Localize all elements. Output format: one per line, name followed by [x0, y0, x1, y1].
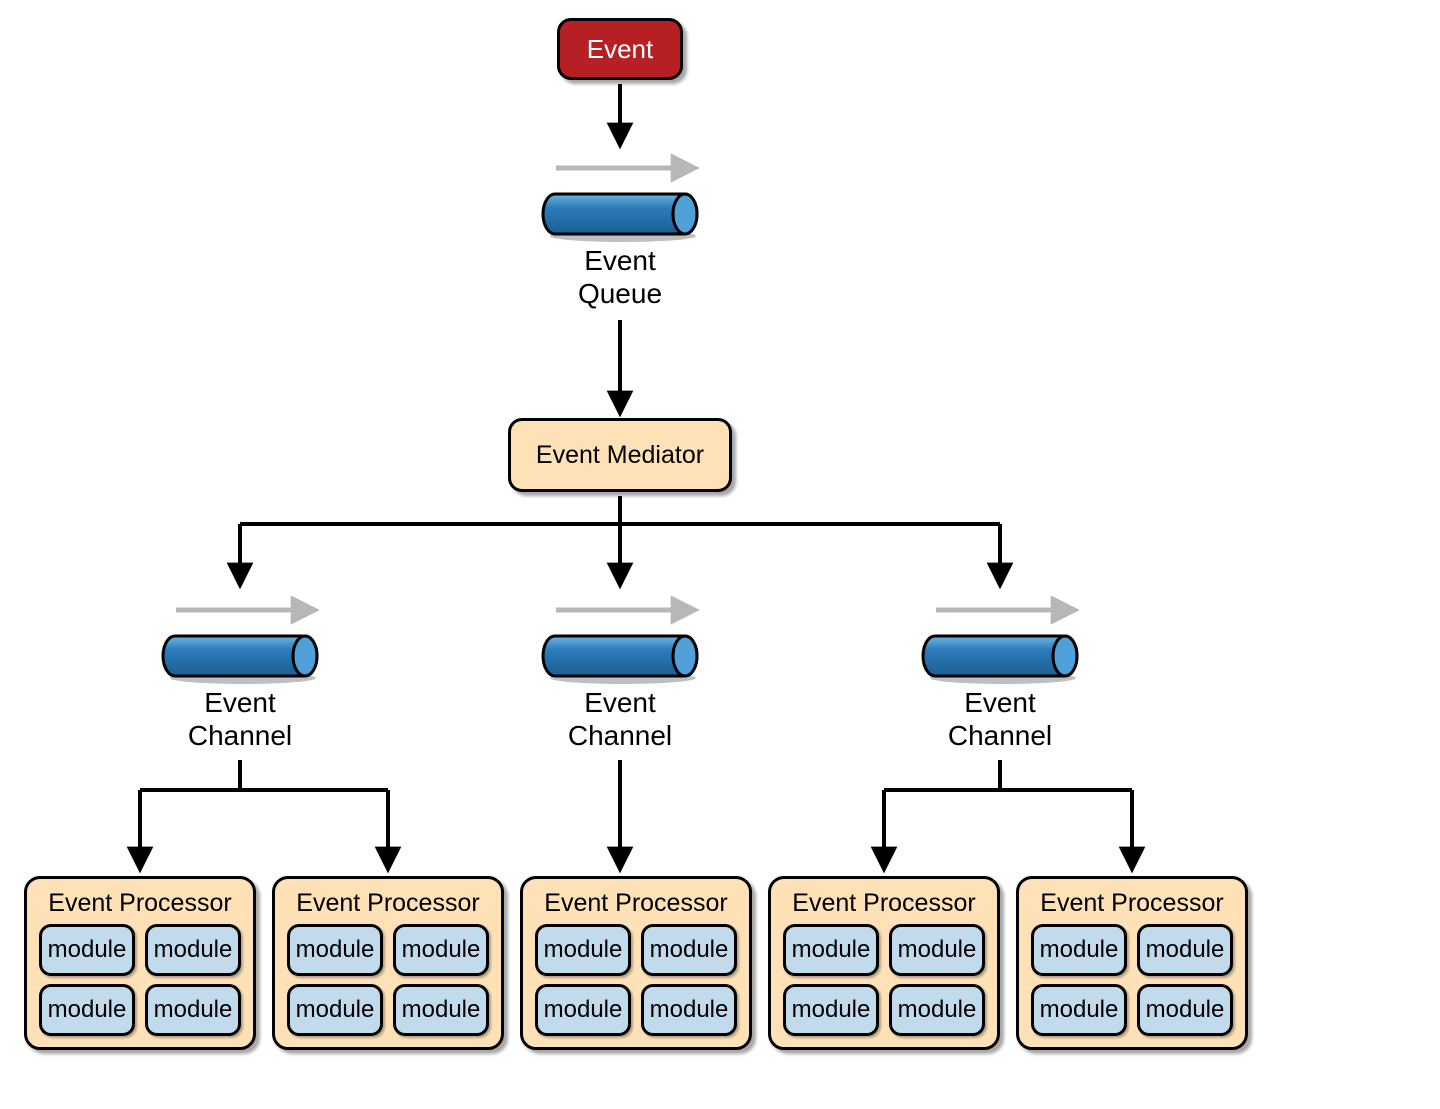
event-node: Event — [557, 18, 683, 80]
edge-channel3-fanout — [884, 760, 1132, 868]
event-processor-title: Event Processor — [27, 889, 253, 918]
event-processor-node: Event Processormodulemodulemodulemodule — [24, 876, 256, 1050]
queue-cylinder-icon — [543, 194, 697, 242]
event-processor-node: Event Processormodulemodulemodulemodule — [768, 876, 1000, 1050]
module-node: module — [1031, 924, 1127, 976]
module-node: module — [145, 924, 241, 976]
module-node: module — [393, 924, 489, 976]
module-node: module — [287, 924, 383, 976]
module-grid: modulemodulemodulemodule — [771, 924, 997, 1046]
event-processor-node: Event Processormodulemodulemodulemodule — [272, 876, 504, 1050]
channel-1-label: Event Channel — [140, 686, 340, 752]
module-node: module — [39, 924, 135, 976]
module-grid: modulemodulemodulemodule — [523, 924, 749, 1046]
channel-cylinder-icon — [163, 636, 317, 684]
module-node: module — [1031, 984, 1127, 1036]
module-node: module — [535, 924, 631, 976]
event-label: Event — [587, 34, 654, 65]
grey-arrows — [176, 168, 1074, 610]
event-processor-title: Event Processor — [771, 889, 997, 918]
module-grid: modulemodulemodulemodule — [27, 924, 253, 1046]
module-node: module — [535, 984, 631, 1036]
event-processor-node: Event Processormodulemodulemodulemodule — [520, 876, 752, 1050]
module-grid: modulemodulemodulemodule — [1019, 924, 1245, 1046]
event-processor-node: Event Processormodulemodulemodulemodule — [1016, 876, 1248, 1050]
event-processor-title: Event Processor — [275, 889, 501, 918]
module-node: module — [783, 984, 879, 1036]
module-node: module — [889, 924, 985, 976]
diagram-canvas: Event Event Queue Event Mediator Event C… — [0, 0, 1440, 1109]
module-node: module — [889, 984, 985, 1036]
module-node: module — [1137, 924, 1233, 976]
module-grid: modulemodulemodulemodule — [275, 924, 501, 1046]
module-node: module — [393, 984, 489, 1036]
module-node: module — [39, 984, 135, 1036]
mediator-node: Event Mediator — [508, 418, 732, 492]
channel-2-label: Event Channel — [520, 686, 720, 752]
mediator-label: Event Mediator — [536, 441, 704, 470]
event-processor-title: Event Processor — [1019, 889, 1245, 918]
edge-mediator-fanout — [240, 496, 1000, 584]
event-queue-label: Event Queue — [520, 244, 720, 310]
module-node: module — [641, 984, 737, 1036]
module-node: module — [783, 924, 879, 976]
module-node: module — [641, 924, 737, 976]
module-node: module — [287, 984, 383, 1036]
channel-3-label: Event Channel — [900, 686, 1100, 752]
event-processor-title: Event Processor — [523, 889, 749, 918]
module-node: module — [145, 984, 241, 1036]
edge-channel1-fanout — [140, 760, 388, 868]
module-node: module — [1137, 984, 1233, 1036]
channel-cylinder-icon — [923, 636, 1077, 684]
channel-cylinder-icon — [543, 636, 697, 684]
